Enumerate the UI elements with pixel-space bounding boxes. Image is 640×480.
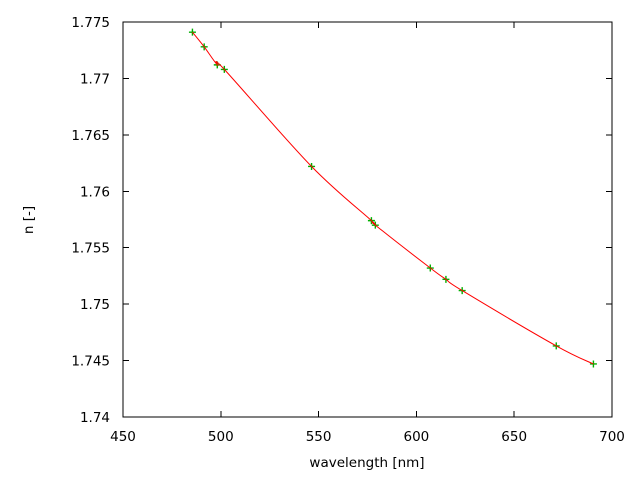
x-tick-label: 450 [110, 429, 136, 445]
x-tick-label: 700 [599, 429, 625, 445]
plot-border [122, 21, 613, 418]
x-tick-label: 650 [501, 429, 527, 445]
y-tick-label: 1.75 [80, 297, 110, 313]
y-tick-label: 1.76 [80, 184, 110, 200]
x-axis-label: wavelength [nm] [309, 455, 424, 471]
x-tick-label: 550 [306, 429, 332, 445]
data-point-marker [188, 28, 196, 36]
fit-curve-line [192, 31, 594, 365]
y-axis-label: n [-] [21, 206, 37, 234]
y-tick-label: 1.755 [71, 241, 110, 257]
x-tick-label: 500 [208, 429, 234, 445]
y-tick-label: 1.775 [71, 15, 110, 31]
y-tick-label: 1.765 [71, 128, 110, 144]
y-tick-label: 1.745 [71, 354, 110, 370]
x-tick-label: 600 [404, 429, 430, 445]
y-tick-label: 1.77 [80, 71, 110, 87]
y-tick-label: 1.74 [80, 410, 110, 426]
